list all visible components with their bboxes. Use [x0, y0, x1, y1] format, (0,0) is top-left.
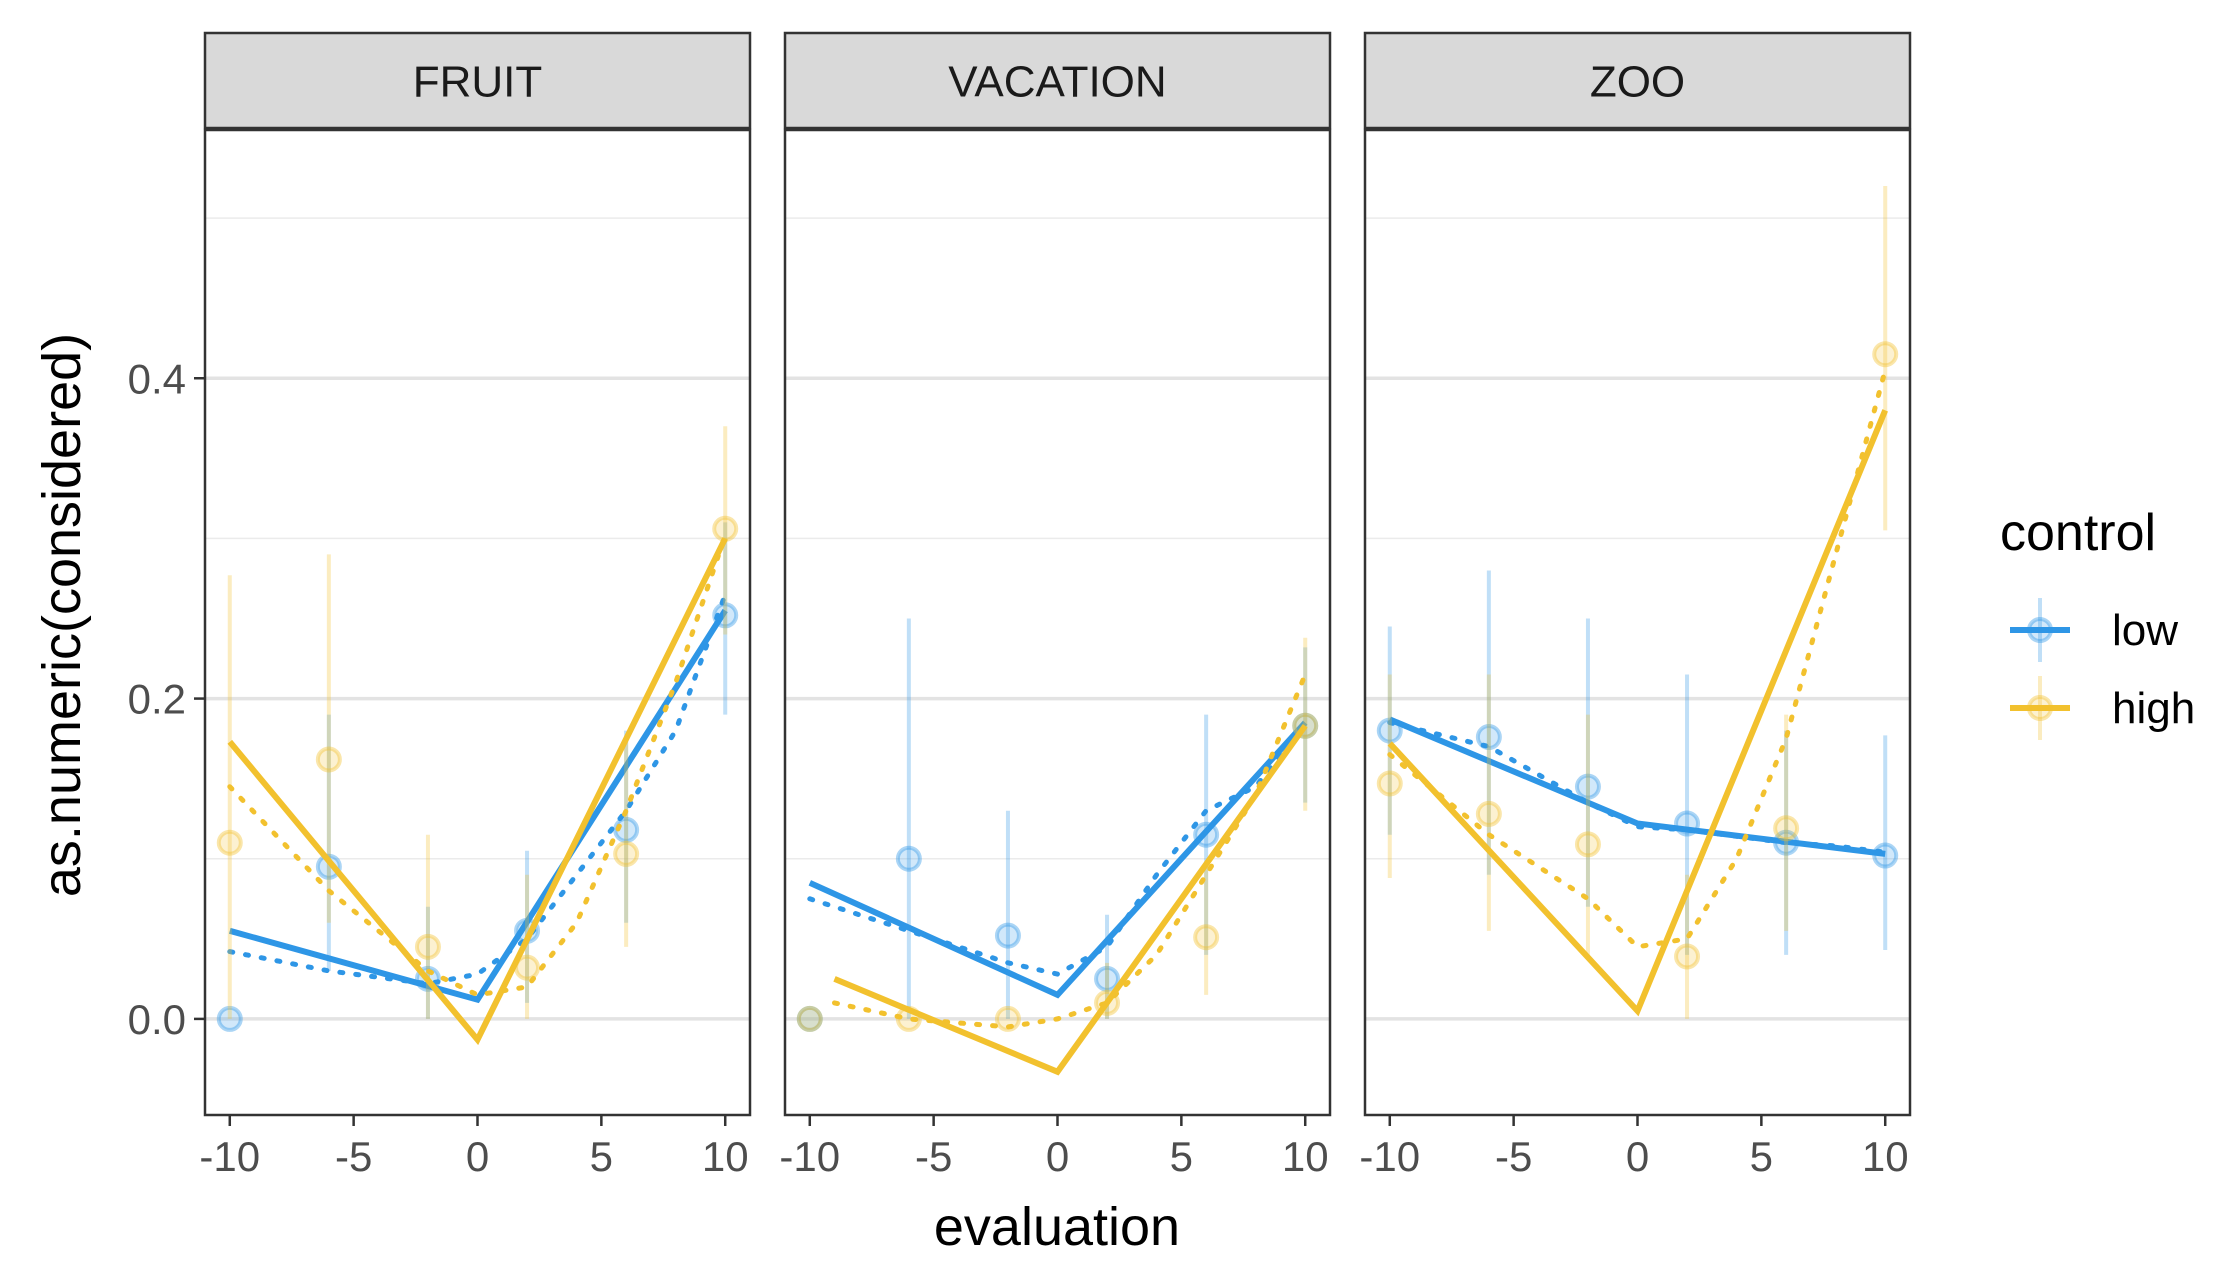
- facet-strip: [203, 31, 752, 130]
- x-tick-label: -10: [199, 1133, 260, 1180]
- fit-line-solid: [1387, 409, 1888, 1017]
- legend-label: low: [2112, 606, 2178, 655]
- panels-layer: FRUIT -10 -5 0 5 10 0.0 0.2 0.4 VACATION -10 -5 0 5 10…: [128, 31, 1912, 1180]
- facet-strip: [783, 31, 1332, 130]
- x-tick-label: -10: [1359, 1133, 1420, 1180]
- data-point: [895, 845, 922, 872]
- x-tick-label: 5: [590, 1133, 613, 1180]
- legend-entries: low high: [2010, 598, 2195, 740]
- fit-line-solid: [833, 724, 1308, 1076]
- data-point: [796, 1005, 823, 1032]
- fit-line-solid: [228, 608, 728, 1004]
- data-point: [216, 1005, 243, 1032]
- y-tick-label: 0.2: [128, 676, 186, 723]
- data-point: [1193, 924, 1220, 951]
- series-high: [1376, 186, 1899, 1019]
- x-axis-title: evaluation: [934, 1197, 1180, 1257]
- data-point: [613, 840, 640, 867]
- facet-strip-label: FRUIT: [413, 58, 543, 107]
- facet-strip-label: VACATION: [948, 58, 1166, 107]
- series-high: [796, 637, 1319, 1076]
- legend: control low high: [2000, 504, 2195, 740]
- x-tick-label: 0: [1046, 1133, 1069, 1180]
- data-point: [1475, 800, 1502, 827]
- legend-entry-high: high: [2010, 676, 2195, 740]
- x-tick-label: 5: [1170, 1133, 1193, 1180]
- plot-background: [1365, 130, 1910, 1115]
- facet-strip: [1363, 31, 1912, 130]
- x-tick-label: 10: [702, 1133, 749, 1180]
- data-point: [712, 515, 739, 542]
- legend-key-point: [2027, 695, 2053, 721]
- x-tick-label: 5: [1750, 1133, 1773, 1180]
- facet-panel-zoo: ZOO -10 -5 0 5 10: [1359, 31, 1912, 1180]
- x-tick-label: 10: [1862, 1133, 1909, 1180]
- x-tick-label: -5: [335, 1133, 372, 1180]
- x-tick-label: 10: [1282, 1133, 1329, 1180]
- data-point: [994, 1005, 1021, 1032]
- data-point: [1773, 815, 1800, 842]
- facet-strip-label: ZOO: [1590, 58, 1685, 107]
- x-tick-label: -5: [915, 1133, 952, 1180]
- data-point: [315, 853, 342, 880]
- data-point: [1094, 965, 1121, 992]
- facet-panel-fruit: FRUIT -10 -5 0 5 10 0.0 0.2 0.4: [128, 31, 752, 1180]
- x-tick-label: -10: [779, 1133, 840, 1180]
- fit-line-dotted: [227, 532, 728, 998]
- legend-entry-low: low: [2010, 598, 2178, 662]
- data-point: [1872, 341, 1899, 368]
- legend-label: high: [2112, 684, 2195, 733]
- data-point: [315, 746, 342, 773]
- y-axis-title: as.numeric(considered): [32, 333, 92, 897]
- x-tick-label: -5: [1495, 1133, 1532, 1180]
- fit-line-solid: [1388, 716, 1886, 857]
- data-point: [414, 933, 441, 960]
- data-point: [216, 829, 243, 856]
- data-point: [994, 922, 1021, 949]
- series-high: [216, 426, 739, 1046]
- series-low: [1376, 570, 1899, 955]
- fit-line-solid: [808, 720, 1308, 999]
- y-tick-label: 0.0: [128, 996, 186, 1043]
- data-point: [1674, 943, 1701, 970]
- data-point: [1475, 724, 1502, 751]
- data-point: [1376, 770, 1403, 797]
- data-point: [796, 1005, 823, 1032]
- legend-title: control: [2000, 504, 2156, 562]
- facet-panel-vacation: VACATION -10 -5 0 5 10: [779, 31, 1332, 1180]
- legend-key-point: [2027, 617, 2053, 643]
- x-tick-label: 0: [466, 1133, 489, 1180]
- y-tick-label: 0.4: [128, 355, 186, 402]
- fit-line-solid: [227, 537, 728, 1046]
- data-point: [1574, 831, 1601, 858]
- x-tick-label: 0: [1626, 1133, 1649, 1180]
- series-low: [796, 618, 1319, 1032]
- plot-background: [785, 130, 1330, 1115]
- plot-background: [205, 130, 750, 1115]
- data-point: [1574, 773, 1601, 800]
